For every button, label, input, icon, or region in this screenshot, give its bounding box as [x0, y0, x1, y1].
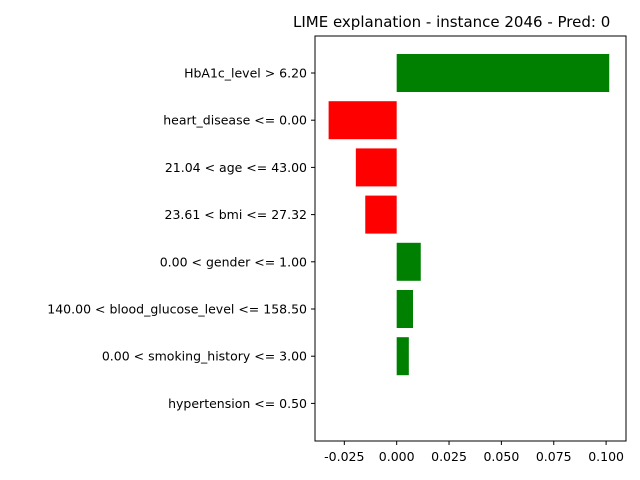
- chart-title: LIME explanation - instance 2046 - Pred:…: [293, 13, 610, 31]
- axes-frame: [314, 35, 627, 442]
- bar-1: [328, 101, 397, 140]
- bars-group: [328, 54, 610, 376]
- x-tick-label-5: 0.100: [588, 449, 624, 464]
- bar-6: [396, 337, 409, 376]
- plot-border: [314, 35, 627, 442]
- x-tick-label-2: 0.025: [431, 449, 467, 464]
- bar-0: [396, 54, 610, 92]
- y-tick-label-4: 0.00 < gender <= 1.00: [160, 254, 307, 269]
- y-tick-labels: HbA1c_level > 6.20 heart_disease <= 0.00 2…: [47, 66, 315, 411]
- y-tick-label-5: 140.00 < blood_glucose_level <= 158.50: [47, 302, 307, 317]
- y-tick-label-2: 21.04 < age <= 43.00: [165, 160, 307, 175]
- y-tick-label-1: heart_disease <= 0.00: [163, 113, 307, 128]
- x-tick-label-4: 0.075: [536, 449, 572, 464]
- y-tick-label-6: 0.00 < smoking_history <= 3.00: [102, 349, 307, 364]
- bar-2: [355, 148, 397, 187]
- x-tick-label-1: 0.000: [379, 449, 415, 464]
- bar-3: [365, 195, 397, 234]
- x-tick-label-3: 0.050: [483, 449, 519, 464]
- bar-5: [396, 290, 414, 328]
- y-tick-label-7: hypertension <= 0.50: [168, 396, 307, 411]
- bar-4: [396, 242, 421, 281]
- y-tick-label-3: 23.61 < bmi <= 27.32: [165, 207, 307, 222]
- x-tick-label-0: -0.025: [324, 449, 364, 464]
- x-ticks: -0.025 0.000 0.025 0.050 0.075 0.100: [324, 441, 624, 464]
- y-tick-label-0: HbA1c_level > 6.20: [184, 66, 307, 81]
